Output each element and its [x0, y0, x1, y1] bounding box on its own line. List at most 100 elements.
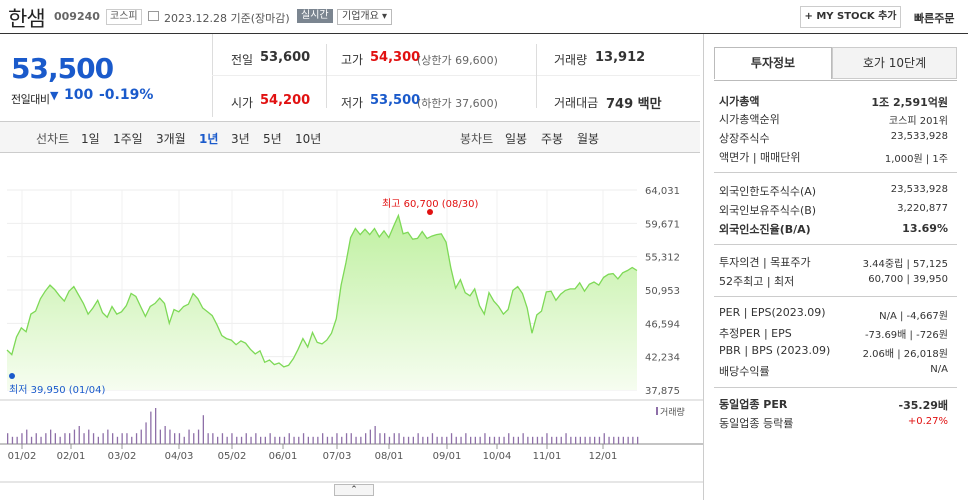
invest-value: 3,220,877 [897, 203, 948, 214]
max-price-marker [427, 209, 433, 215]
volume-bar [288, 433, 290, 444]
x-tick-label: 07/03 [323, 451, 352, 462]
volume-bar [7, 433, 9, 444]
volume-bar [379, 433, 381, 444]
volume-bar [474, 436, 476, 444]
my-stock-add-button[interactable]: + MY STOCK 추가 [800, 6, 901, 28]
invest-label: 동일업종 등락률 [719, 417, 794, 430]
volume-bar [512, 436, 515, 444]
volume-bar [298, 436, 300, 444]
divider [714, 387, 957, 388]
volume-bar [622, 436, 624, 444]
volume-bar [503, 436, 505, 444]
volume-bar [555, 436, 558, 444]
quick-order-button[interactable]: 빠른주문 [914, 12, 955, 25]
invest-value: 1조 2,591억원 [871, 96, 948, 109]
invest-value: 13.69% [902, 222, 948, 235]
volume-bar [307, 436, 309, 444]
volume-bar [312, 436, 314, 444]
volume-bar [255, 433, 257, 444]
invest-label: 상장주식수 [719, 132, 770, 145]
volume-bar [341, 436, 343, 444]
volume-bar [322, 433, 324, 444]
volume-bar [565, 433, 567, 444]
tab-1y[interactable]: 1년 [199, 132, 219, 146]
volume-bar [50, 429, 52, 444]
y-tick-label: 46,594 [645, 319, 680, 330]
realtime-button[interactable]: 실시간 [297, 9, 333, 23]
x-tick-label: 03/02 [108, 451, 137, 462]
prev-close-value: 53,600 [260, 50, 311, 65]
volume-bar [465, 433, 467, 444]
volume-bar [489, 436, 491, 444]
price-change-percent: -0.19% [99, 87, 154, 103]
x-tick-label: 01/02 [8, 451, 37, 462]
invest-label: 외국인한도주식수(A) [719, 185, 817, 198]
divider [714, 244, 957, 245]
volume-bar [398, 433, 400, 444]
volume-bar [407, 436, 410, 444]
tab-daily[interactable]: 일봉 [505, 132, 528, 146]
volume-bar [183, 436, 185, 444]
volume-bar [131, 436, 133, 444]
upper-limit: (상한가 69,600) [417, 54, 498, 67]
tab-1w[interactable]: 1주일 [113, 132, 143, 146]
tab-invest-info[interactable]: 투자정보 [714, 47, 832, 79]
volume-bar [336, 433, 338, 444]
open-value: 54,200 [260, 93, 311, 108]
calendar-icon [148, 11, 159, 21]
header-divider [0, 33, 968, 34]
volume-bar [212, 433, 214, 444]
volume-bar [551, 436, 553, 444]
company-info-dropdown[interactable]: 기업개요 ▾ [337, 9, 393, 25]
invest-value: -73.69배 | -726원 [864, 330, 948, 341]
volume-bar [155, 408, 157, 444]
volume-bar [632, 436, 634, 444]
volume-bar [422, 436, 424, 444]
volume-bar [384, 433, 386, 444]
volume-bar [16, 436, 18, 444]
volume-bar [331, 436, 333, 444]
invest-value: 1,000원 | 1주 [884, 154, 948, 165]
invest-value: 60,700 | 39,950 [868, 274, 948, 285]
tab-3m[interactable]: 3개월 [156, 132, 186, 146]
candle-chart-label: 봉차트 [460, 132, 494, 146]
volume-bar [345, 433, 348, 444]
divider [212, 75, 700, 76]
volume-bar [140, 429, 142, 444]
volume-bar [417, 433, 419, 444]
volume-bar [164, 426, 166, 444]
volume-bar [30, 436, 33, 444]
volume-bar [135, 433, 138, 444]
volume-bar [589, 436, 591, 444]
invest-label: 추정PER | EPS [719, 327, 792, 340]
tab-10y[interactable]: 10년 [295, 132, 322, 146]
volume-bar [11, 436, 14, 444]
invest-label: 시가총액순위 [719, 113, 780, 126]
y-tick-label: 42,234 [645, 353, 680, 364]
volume-bar [97, 436, 99, 444]
volume-bar [594, 436, 596, 444]
amount-value: 749 백만 [606, 97, 662, 112]
tab-3y[interactable]: 3년 [231, 132, 250, 146]
tab-weekly[interactable]: 주봉 [541, 132, 564, 146]
volume-bar [260, 436, 262, 444]
volume-bar [150, 411, 152, 444]
volume-bar [107, 429, 109, 444]
volume-bar [250, 436, 252, 444]
tab-1d[interactable]: 1일 [81, 132, 100, 146]
price-chart: 64,031 59,671 55,312 50,953 46,594 42,234 37,8… [0, 186, 704, 483]
volume-label: 거래량 [554, 53, 588, 67]
tab-orderbook-10[interactable]: 호가 10단계 [832, 47, 957, 79]
volume-bar [560, 436, 562, 444]
down-triangle-icon: ▼ [50, 89, 59, 102]
volume-bar [169, 429, 171, 444]
invest-label: PER | EPS(2023.09) [719, 306, 826, 319]
volume-bar [522, 433, 524, 444]
chart-collapse-button[interactable]: ⌃ [334, 484, 374, 496]
tab-monthly[interactable]: 월봉 [577, 132, 600, 146]
invest-value: +0.27% [907, 416, 948, 427]
invest-label: PBR | BPS (2023.09) [719, 344, 831, 357]
tab-5y[interactable]: 5년 [263, 132, 282, 146]
volume-bar [431, 433, 434, 444]
